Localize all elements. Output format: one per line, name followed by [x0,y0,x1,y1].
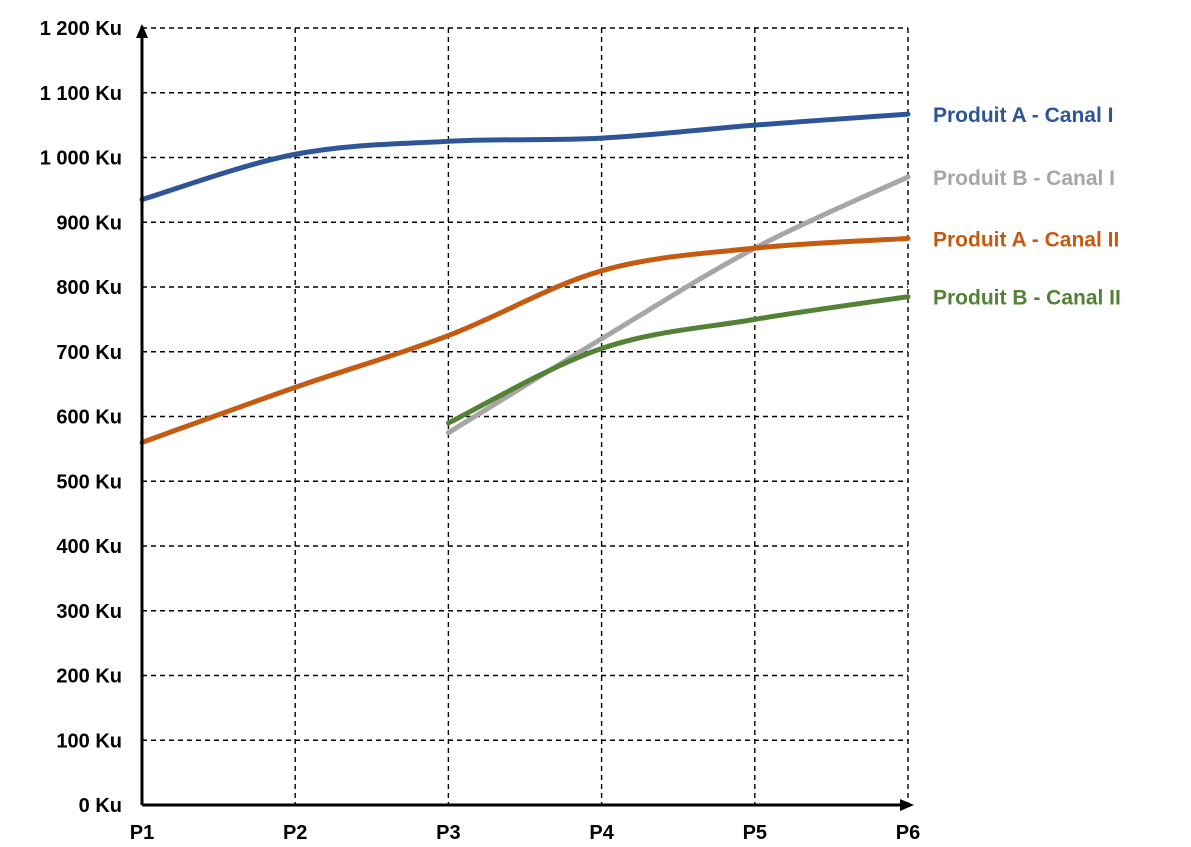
x-tick-label: P5 [743,822,767,844]
legend-label: Produit B - Canal I [933,167,1115,190]
y-tick-label: 200 Ku [56,666,122,688]
y-tick-label: 1 100 Ku [40,83,122,105]
series-line-2 [445,174,911,436]
y-tick-label: 700 Ku [56,342,122,364]
y-tick-label: 1 200 Ku [40,18,122,40]
legend: Produit A - Canal I Produit B - Canal I Pr… [933,104,1121,310]
y-tick-label: 900 Ku [56,212,122,234]
axes [136,24,914,811]
y-tick-label: 600 Ku [56,407,122,429]
series-line-3 [139,235,911,445]
y-tick-label: 1 000 Ku [40,148,122,170]
x-tick-label: P2 [283,822,307,844]
x-tick-label: P6 [896,822,920,844]
y-tick-label: 0 Ku [79,795,122,817]
y-tick-label: 300 Ku [56,601,122,623]
y-tick-label: 100 Ku [56,730,122,752]
x-tick-label: P3 [436,822,460,844]
series-line-4 [445,294,911,426]
y-tick-label: 400 Ku [56,536,122,558]
y-axis-arrow [136,24,148,38]
series-lines [139,111,911,445]
y-tick-label: 500 Ku [56,471,122,493]
x-axis-tick-labels: P1 P2 P3 P4 P5 P6 [130,822,920,844]
x-tick-label: P4 [589,822,614,844]
series-line-1 [139,111,911,203]
legend-label: Produit B - Canal II [933,287,1121,310]
grid [142,27,909,805]
legend-label: Produit A - Canal II [933,228,1119,251]
x-tick-label: P1 [130,822,154,844]
x-axis-arrow [900,799,914,811]
y-axis-tick-labels: 0 Ku 100 Ku 200 Ku 300 Ku 400 Ku 500 Ku 600 Ku… [40,18,122,817]
y-tick-label: 800 Ku [56,277,122,299]
legend-label: Produit A - Canal I [933,104,1113,127]
